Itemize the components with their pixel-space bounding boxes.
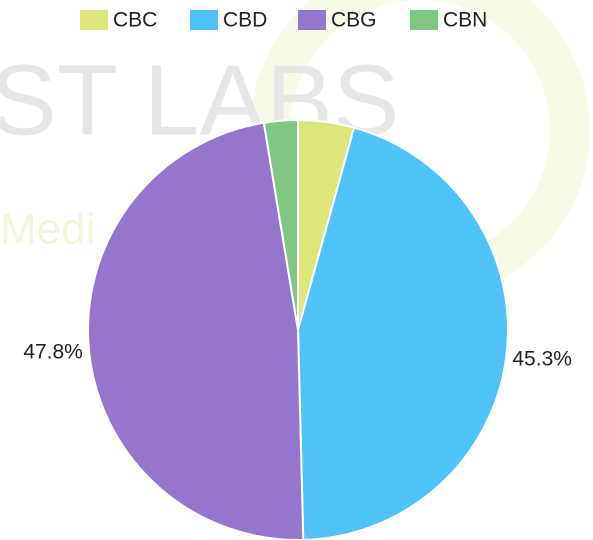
pie-slice (262, 118, 299, 331)
legend-label: CBG (331, 9, 377, 32)
legend-swatch (298, 10, 326, 30)
legend-label: CBD (223, 9, 267, 32)
data-label: 47.8% (23, 341, 83, 364)
legend-swatch (80, 10, 108, 30)
watermark-text: Medi (0, 205, 95, 254)
legend-swatch (190, 10, 218, 30)
legend-label: CBC (113, 9, 157, 32)
legend-label: CBN (443, 9, 487, 32)
legend-swatch (410, 10, 438, 30)
pie-slice (87, 121, 305, 540)
data-label: 45.3% (512, 348, 572, 371)
pie-slice (296, 126, 509, 540)
